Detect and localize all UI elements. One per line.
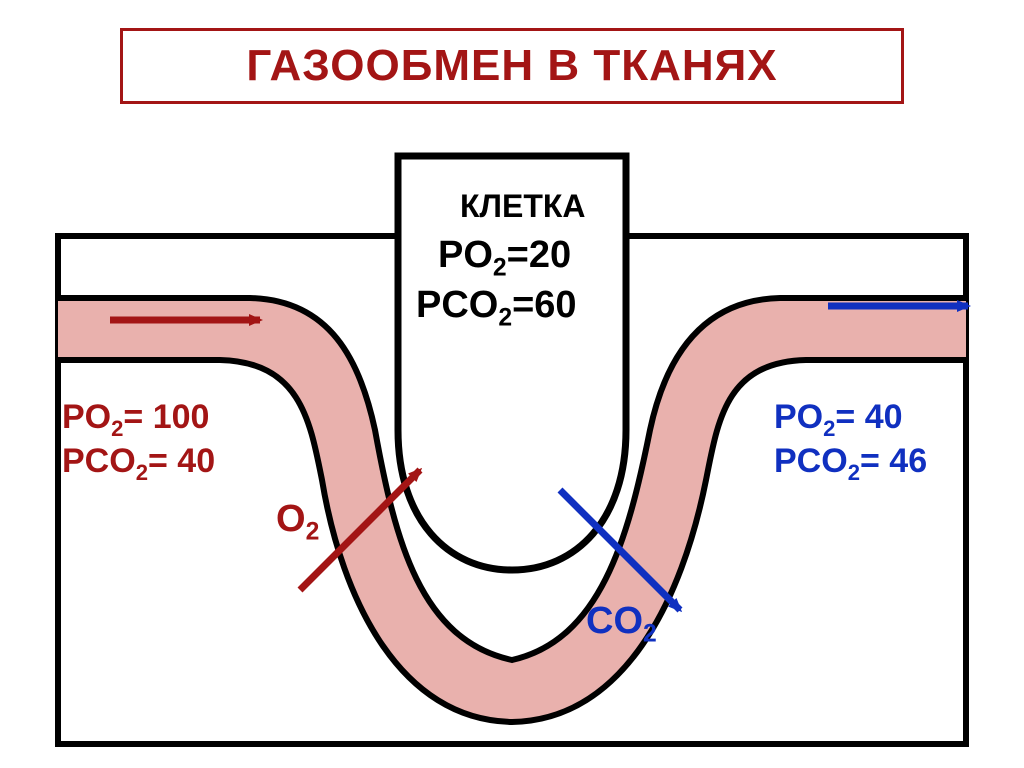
o2-sym: O xyxy=(276,498,306,540)
cell-pco2: PCO2=60 xyxy=(416,284,577,333)
cell-po2: PO2=20 xyxy=(438,234,571,283)
cell-po2-sub: 2 xyxy=(493,255,507,282)
arterial-pco2-val: = 40 xyxy=(148,442,215,480)
arterial-po2-val: = 100 xyxy=(123,398,209,436)
venous-po2: PO2= 40 xyxy=(774,398,903,441)
cell-label: КЛЕТКА xyxy=(460,188,586,225)
venous-po2-sym: PO xyxy=(774,398,823,436)
venous-pco2-val: = 46 xyxy=(860,442,927,480)
co2-sym: CO xyxy=(586,600,643,642)
cell-po2-val: =20 xyxy=(507,234,571,276)
diagram-canvas xyxy=(0,0,1024,768)
co2-label: CO2 xyxy=(586,600,657,649)
arterial-po2: PO2= 100 xyxy=(62,398,209,441)
diagram-stage: ГАЗООБМЕН В ТКАНЯХ КЛЕТКА PO2=20 P xyxy=(0,0,1024,768)
venous-pco2: PCO2= 46 xyxy=(774,442,927,485)
venous-pco2-sym: PCO xyxy=(774,442,848,480)
cell-po2-sym: PO xyxy=(438,234,493,276)
arterial-pco2-sym: PCO xyxy=(62,442,136,480)
co2-sub: 2 xyxy=(643,621,657,648)
o2-label: O2 xyxy=(276,498,319,547)
cell-pco2-sub: 2 xyxy=(498,305,512,332)
venous-po2-val: = 40 xyxy=(835,398,902,436)
arterial-po2-sym: PO xyxy=(62,398,111,436)
arterial-po2-sub: 2 xyxy=(111,416,123,441)
o2-sub: 2 xyxy=(306,519,320,546)
cell-pco2-sym: PCO xyxy=(416,284,498,326)
arterial-pco2-sub: 2 xyxy=(136,460,148,485)
arterial-pco2: PCO2= 40 xyxy=(62,442,215,485)
cell-pco2-val: =60 xyxy=(512,284,576,326)
venous-pco2-sub: 2 xyxy=(848,460,860,485)
venous-po2-sub: 2 xyxy=(823,416,835,441)
